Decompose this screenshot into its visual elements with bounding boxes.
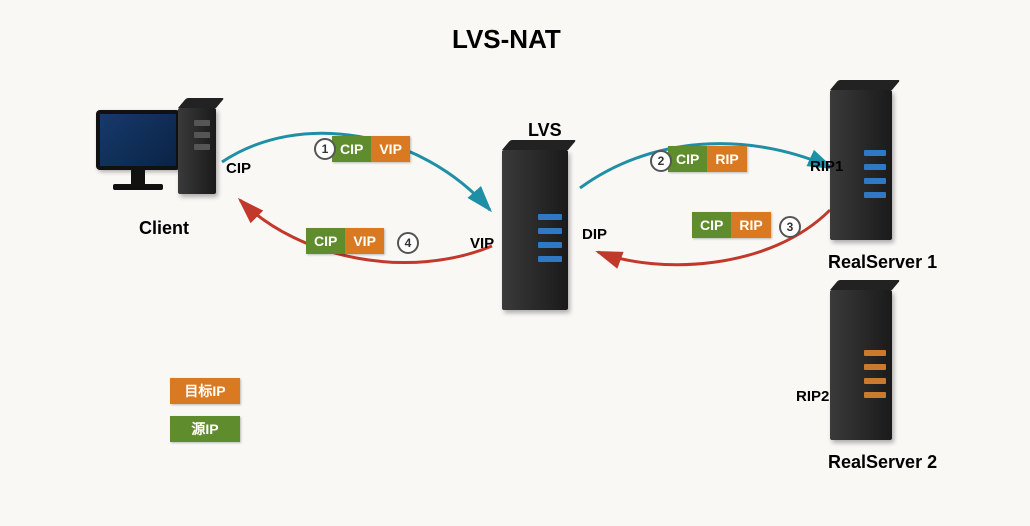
packet-4: CIPVIP bbox=[306, 228, 384, 254]
realserver1-port-label: RIP1 bbox=[810, 158, 843, 175]
lvs-vip-label: VIP bbox=[470, 235, 494, 252]
packet-2: CIPRIP bbox=[668, 146, 747, 172]
legend-src-ip: 源IP bbox=[170, 416, 240, 442]
lvs-label: LVS bbox=[528, 120, 562, 141]
lvs-dip-label: DIP bbox=[582, 226, 607, 243]
step-circle-2: 2 bbox=[650, 150, 672, 172]
client-label: Client bbox=[139, 218, 189, 239]
client-tower-icon bbox=[178, 108, 216, 194]
diagram-title: LVS-NAT bbox=[452, 24, 561, 55]
realserver1-label: RealServer 1 bbox=[828, 252, 937, 273]
realserver2-port-label: RIP2 bbox=[796, 388, 829, 405]
packet-1: CIPVIP bbox=[332, 136, 410, 162]
step-circle-1: 1 bbox=[314, 138, 336, 160]
lvs-server-icon bbox=[502, 150, 568, 310]
client-port-label: CIP bbox=[226, 160, 251, 177]
packet-3: CIPRIP bbox=[692, 212, 771, 238]
realserver2-label: RealServer 2 bbox=[828, 452, 937, 473]
client-monitor-icon bbox=[96, 110, 180, 190]
step-circle-3: 3 bbox=[779, 216, 801, 238]
step-circle-4: 4 bbox=[397, 232, 419, 254]
realserver2-icon bbox=[830, 290, 892, 440]
legend-dst-ip: 目标IP bbox=[170, 378, 240, 404]
